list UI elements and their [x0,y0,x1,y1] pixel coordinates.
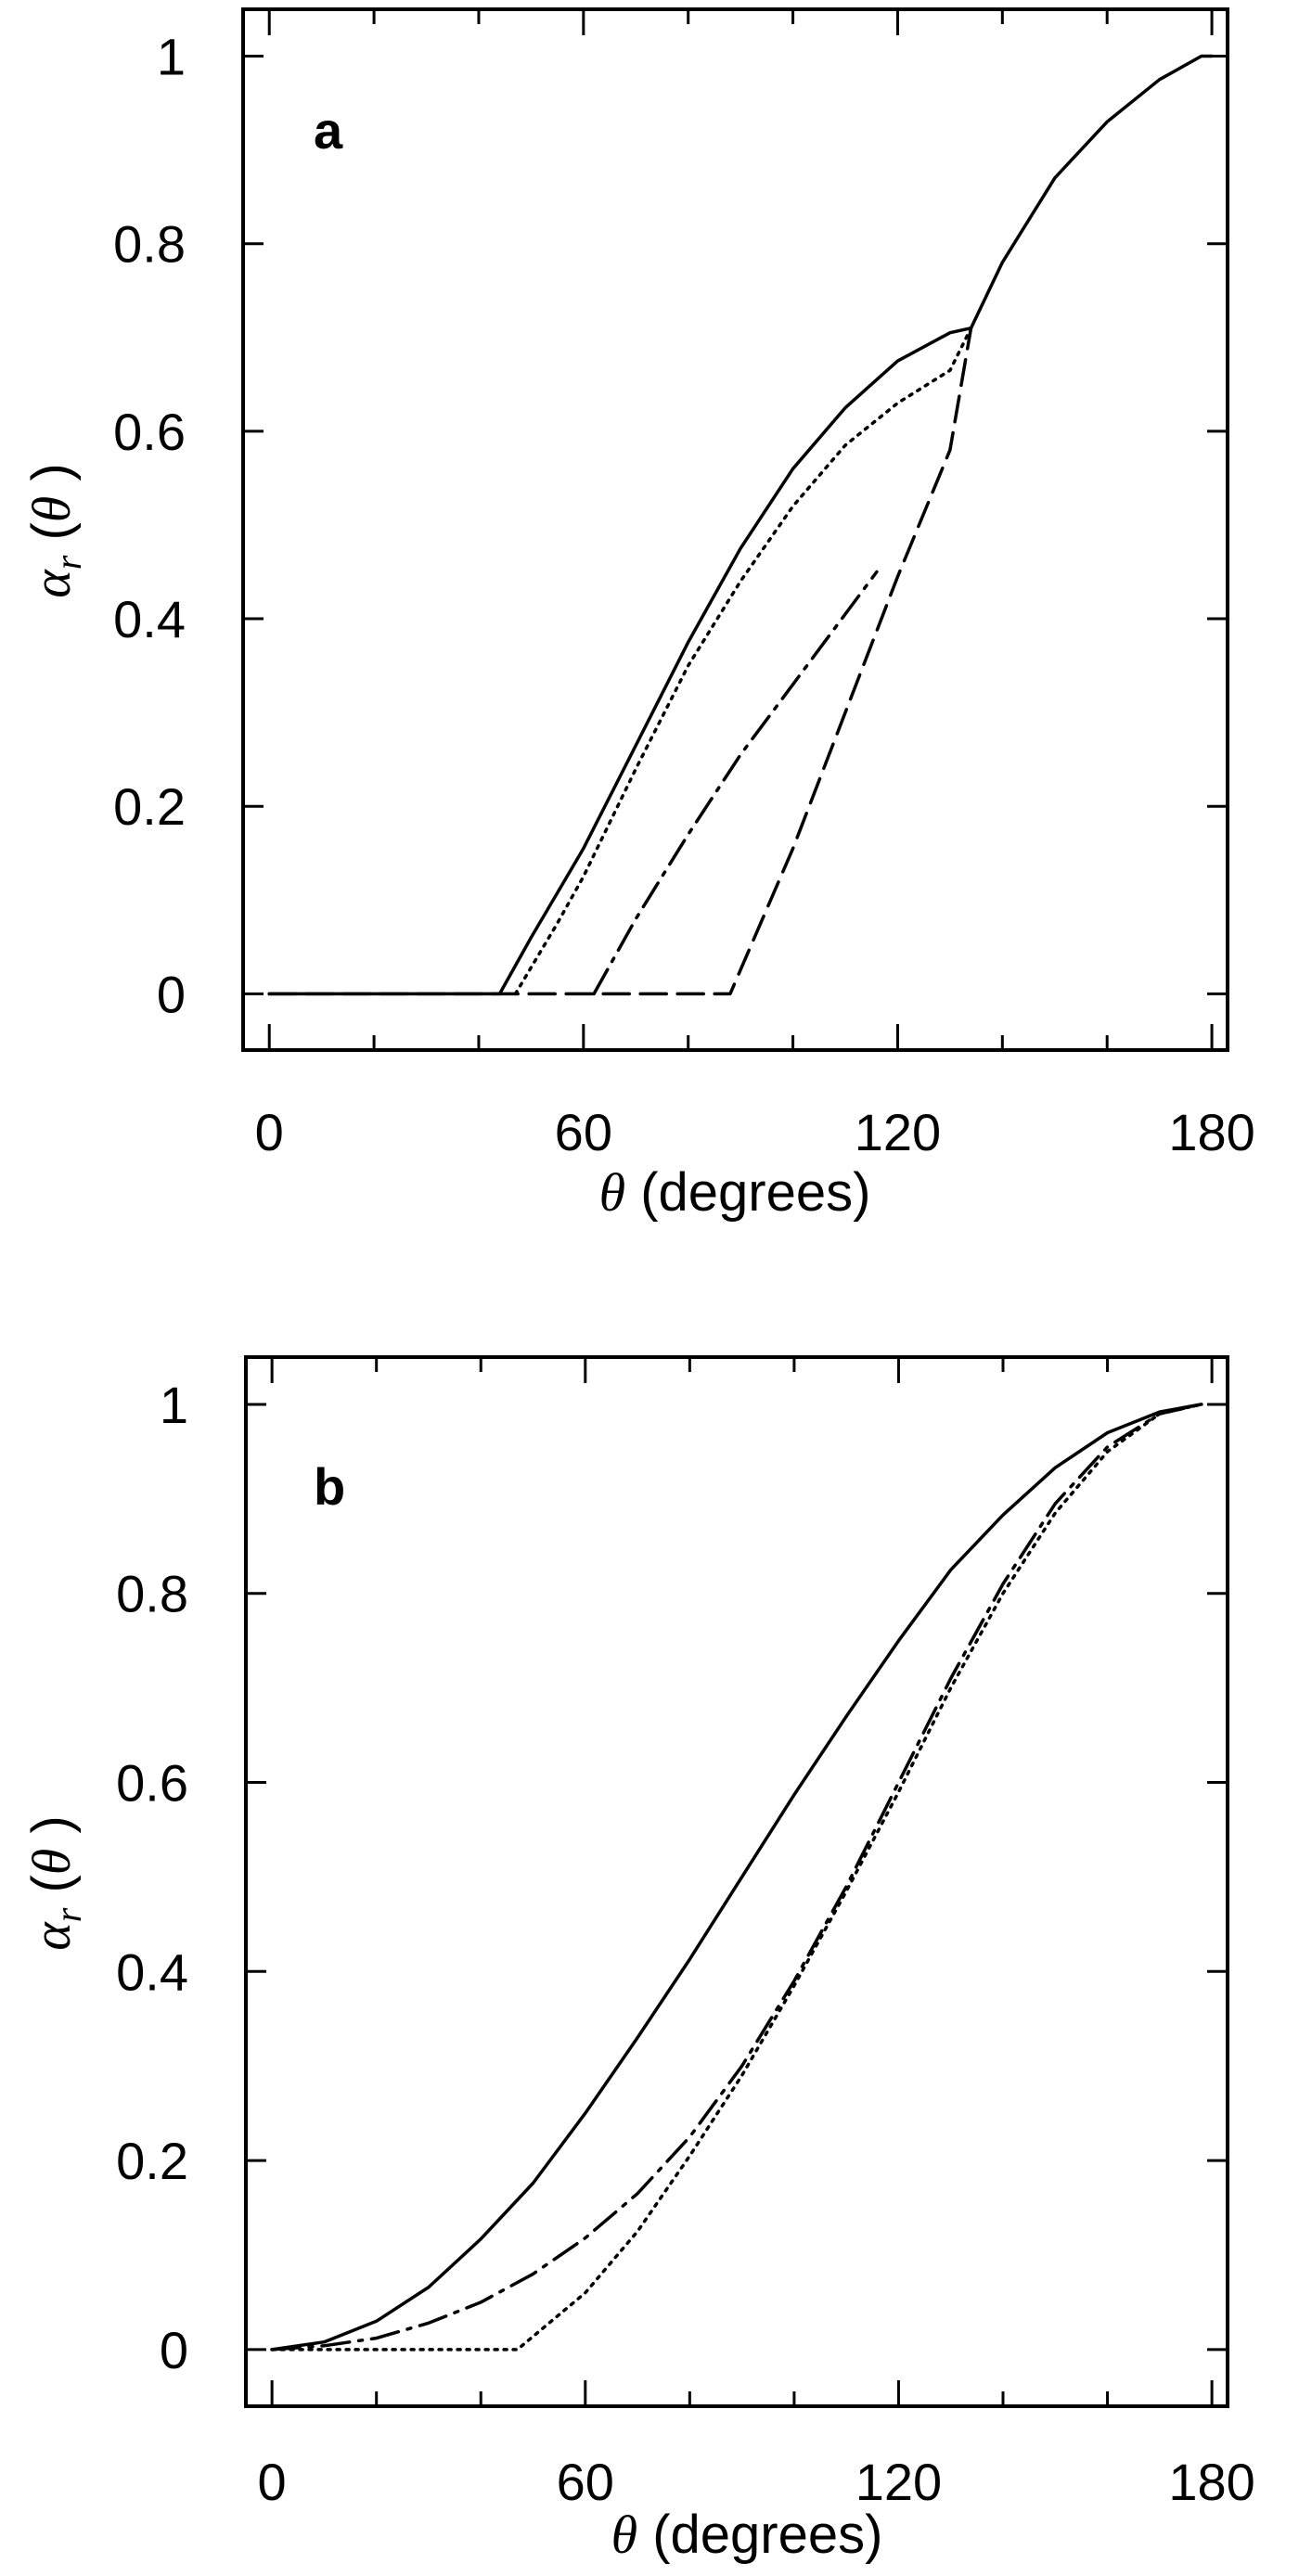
y-tick-label: 1 [160,1376,188,1434]
plot-frame [241,7,1229,1052]
x-tick-label: 180 [1168,2453,1254,2511]
svg-text:αr (θ ): αr (θ ) [21,463,89,597]
y-tick-label: 0.8 [113,215,186,274]
panel-label: a [314,101,343,160]
y-axis-label: αr (θ ) [21,1815,89,1950]
series-line-dashdot [270,1403,1203,2352]
y-tick-label: 0 [160,2321,188,2379]
series-line-solid [270,1403,1203,2352]
y-tick-label: 1 [157,28,186,86]
y-tick-label: 0.2 [113,777,186,836]
x-tick-label: 0 [255,1103,284,1161]
x-tick-label: 120 [855,2453,942,2511]
y-tick-label: 0.4 [113,590,186,648]
y-tick-label: 0.2 [116,2132,188,2190]
x-axis-label: θ (degrees) [599,1162,871,1223]
tick-layer: 0 60 120 180 0 0.2 0.4 0.6 0.8 1 [116,1357,1255,2511]
tick-layer: 0 60 120 180 0 0.2 0.4 0.6 0.8 1 [113,9,1255,1161]
y-tick-label: 0 [157,965,186,1023]
series-layer [270,1403,1203,2352]
series-line-dotted [270,1403,1203,2352]
y-tick-label: 0.4 [116,1942,188,2001]
x-tick-label: 180 [1168,1103,1254,1161]
panel-label: b [314,1457,345,1516]
plot-frame [244,1355,1229,2408]
y-tick-label: 0.6 [116,1754,188,1813]
series-layer [267,54,1214,996]
series-line-dashed [267,326,973,996]
x-tick-label: 120 [855,1103,941,1161]
panel-a: 0 60 120 180 0 0.2 0.4 0.6 0.8 1 a θ (degrees) αr… [21,7,1255,1223]
x-tick-label: 0 [258,2453,287,2511]
panel-b: 0 60 120 180 0 0.2 0.4 0.6 0.8 1 b θ (degrees) αr… [21,1355,1255,2565]
y-tick-label: 0.6 [113,403,186,461]
y-axis-label: αr (θ ) [21,463,89,597]
x-tick-label: 60 [555,1103,612,1161]
series-line-dashdot [592,570,879,996]
svg-text:αr (θ ): αr (θ ) [21,1815,89,1950]
x-tick-label: 60 [557,2453,614,2511]
y-tick-label: 0.8 [116,1565,188,1623]
x-axis-label: θ (degrees) [611,2505,883,2565]
series-line-solid [267,54,1214,996]
series-line-dotted [513,326,973,996]
